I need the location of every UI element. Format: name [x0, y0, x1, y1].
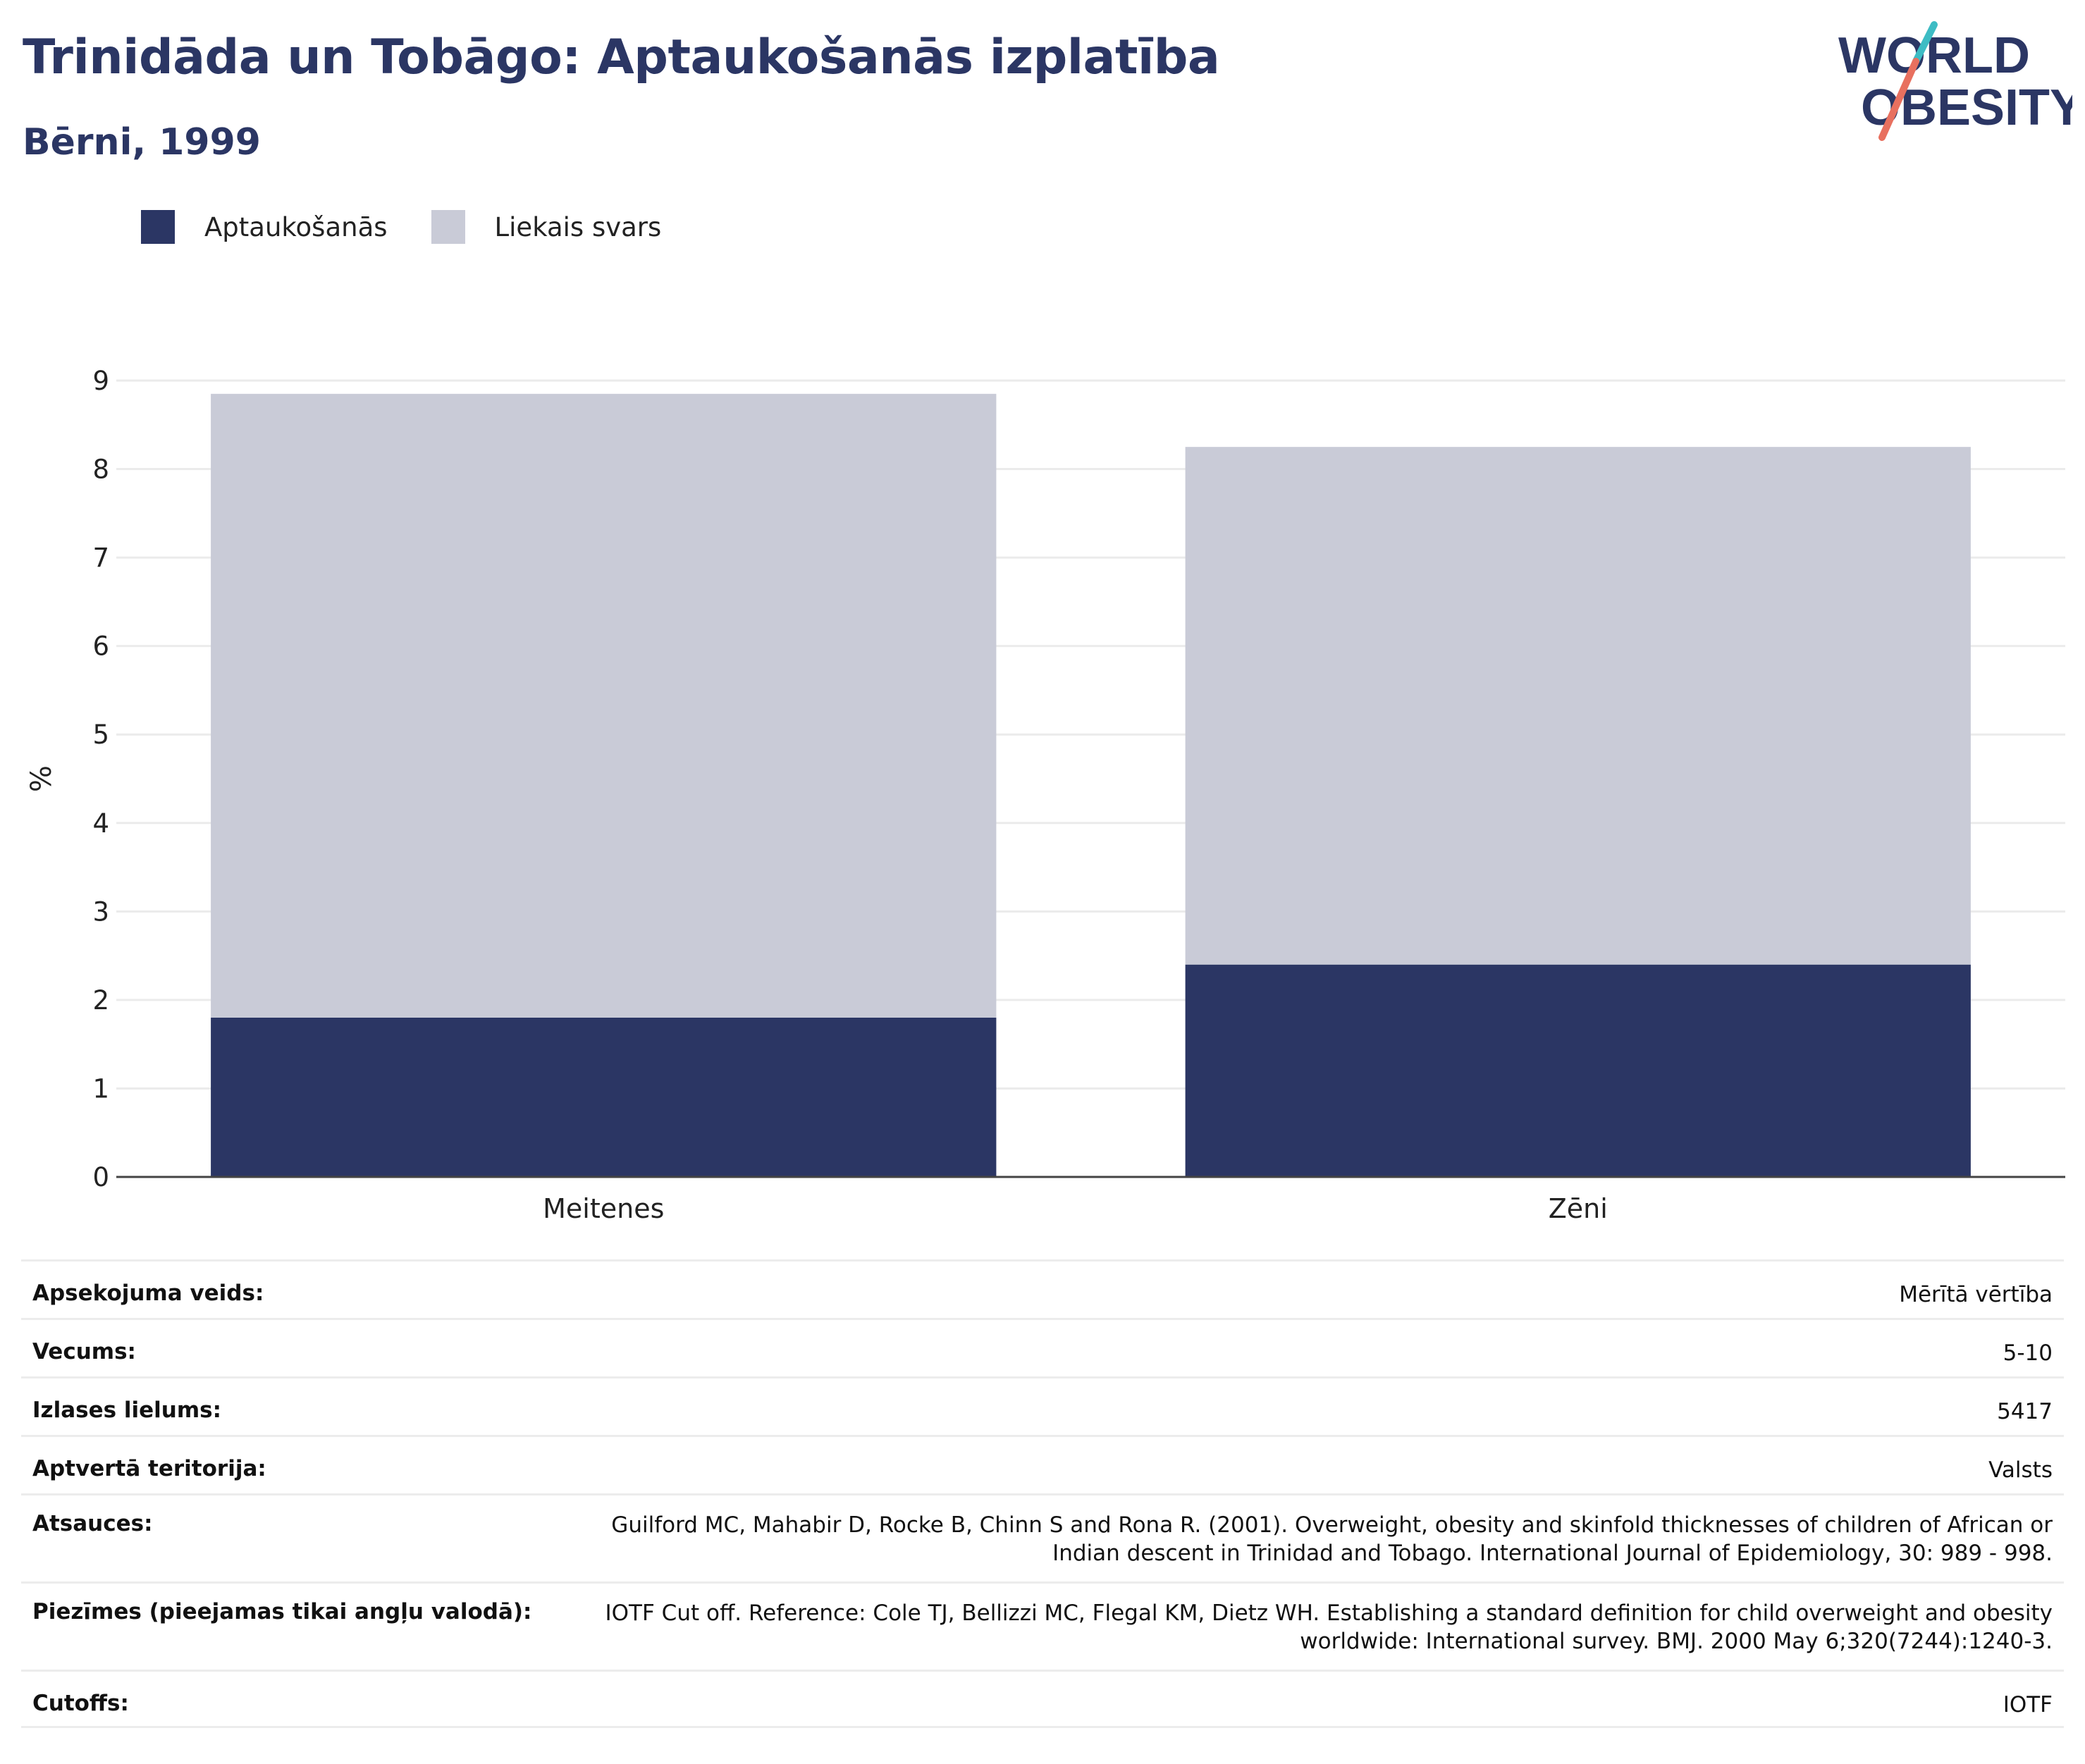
info-row-coverage: Aptvertā teritorija: Valsts	[21, 1435, 2064, 1493]
y-tick-label: 5	[92, 720, 109, 750]
info-value: Guilford MC, Mahabir D, Rocke B, Chinn S…	[611, 1512, 2053, 1566]
y-tick-label: 7	[92, 543, 109, 573]
info-row-notes: Piezīmes (pieejamas tikai angļu valodā):…	[21, 1581, 2064, 1670]
x-tick-label: Meitenes	[543, 1193, 664, 1224]
survey-info-table: Apsekojuma veids: Mērītā vērtība Vecums:…	[21, 1259, 2064, 1728]
legend-swatch-obesity	[141, 210, 175, 244]
bar-liekais-svars	[211, 393, 997, 1018]
x-tick-label: Zēni	[1549, 1193, 1608, 1224]
y-tick-label: 2	[92, 985, 109, 1016]
world-obesity-logo: WORLD OBESITY	[1838, 21, 2072, 141]
info-label: Cutoffs:	[32, 1691, 129, 1716]
info-label: Izlases lielums:	[32, 1398, 221, 1423]
info-label: Apsekojuma veids:	[32, 1281, 264, 1306]
page-subtitle: Bērni, 1999	[23, 121, 261, 164]
info-label: Atsauces:	[32, 1511, 153, 1536]
y-tick-label: 9	[92, 366, 109, 396]
logo-slash-coral	[1878, 58, 1919, 141]
info-value: Valsts	[1988, 1457, 2053, 1483]
bar-chart: 0 1 2 3 4 5 6 7 8 9 Meitenes Zēni%	[25, 366, 2065, 1224]
chart-legend: Aptaukošanās Liekais svars	[141, 209, 705, 245]
y-tick-label: 3	[92, 896, 109, 927]
bar-aptauko-an-s	[211, 1018, 997, 1177]
info-label: Vecums:	[32, 1339, 136, 1364]
y-tick-label: 6	[92, 631, 109, 662]
info-row-age: Vecums: 5-10	[21, 1318, 2064, 1376]
legend-swatch-overweight	[431, 210, 465, 244]
info-label: Piezīmes (pieejamas tikai angļu valodā):	[32, 1599, 532, 1624]
logo-line-1: WORLD	[1838, 27, 2030, 84]
page-title: Trinidāda un Tobāgo: Aptaukošanās izplat…	[23, 30, 1220, 85]
bar-liekais-svars	[1185, 447, 1971, 965]
y-axis-label: %	[25, 765, 58, 792]
info-row-cutoffs: Cutoffs: IOTF	[21, 1670, 2064, 1728]
info-label: Aptvertā teritorija:	[32, 1456, 266, 1481]
y-tick-label: 4	[92, 808, 109, 839]
legend-item-obesity[interactable]: Aptaukošanās	[141, 210, 388, 244]
bar-aptauko-an-s	[1185, 964, 1971, 1177]
legend-label-obesity: Aptaukošanās	[204, 211, 388, 242]
info-row-sample-size: Izlases lielums: 5417	[21, 1376, 2064, 1435]
y-tick-label: 8	[92, 455, 109, 485]
logo-slash-teal	[1912, 21, 1938, 65]
info-row-references: Atsauces: Guilford MC, Mahabir D, Rocke …	[21, 1493, 2064, 1581]
info-value: 5-10	[2003, 1340, 2053, 1366]
info-value: 5417	[1997, 1399, 2053, 1424]
info-row-survey-type: Apsekojuma veids: Mērītā vērtība	[21, 1259, 2064, 1318]
info-value: IOTF Cut off. Reference: Cole TJ, Belliz…	[605, 1600, 2053, 1654]
info-value: Mērītā vērtība	[1899, 1282, 2053, 1307]
y-tick-label: 0	[92, 1162, 109, 1192]
info-value: IOTF	[2003, 1692, 2053, 1717]
legend-item-overweight[interactable]: Liekais svars	[431, 210, 662, 244]
y-tick-label: 1	[92, 1073, 109, 1104]
legend-label-overweight: Liekais svars	[494, 211, 662, 242]
